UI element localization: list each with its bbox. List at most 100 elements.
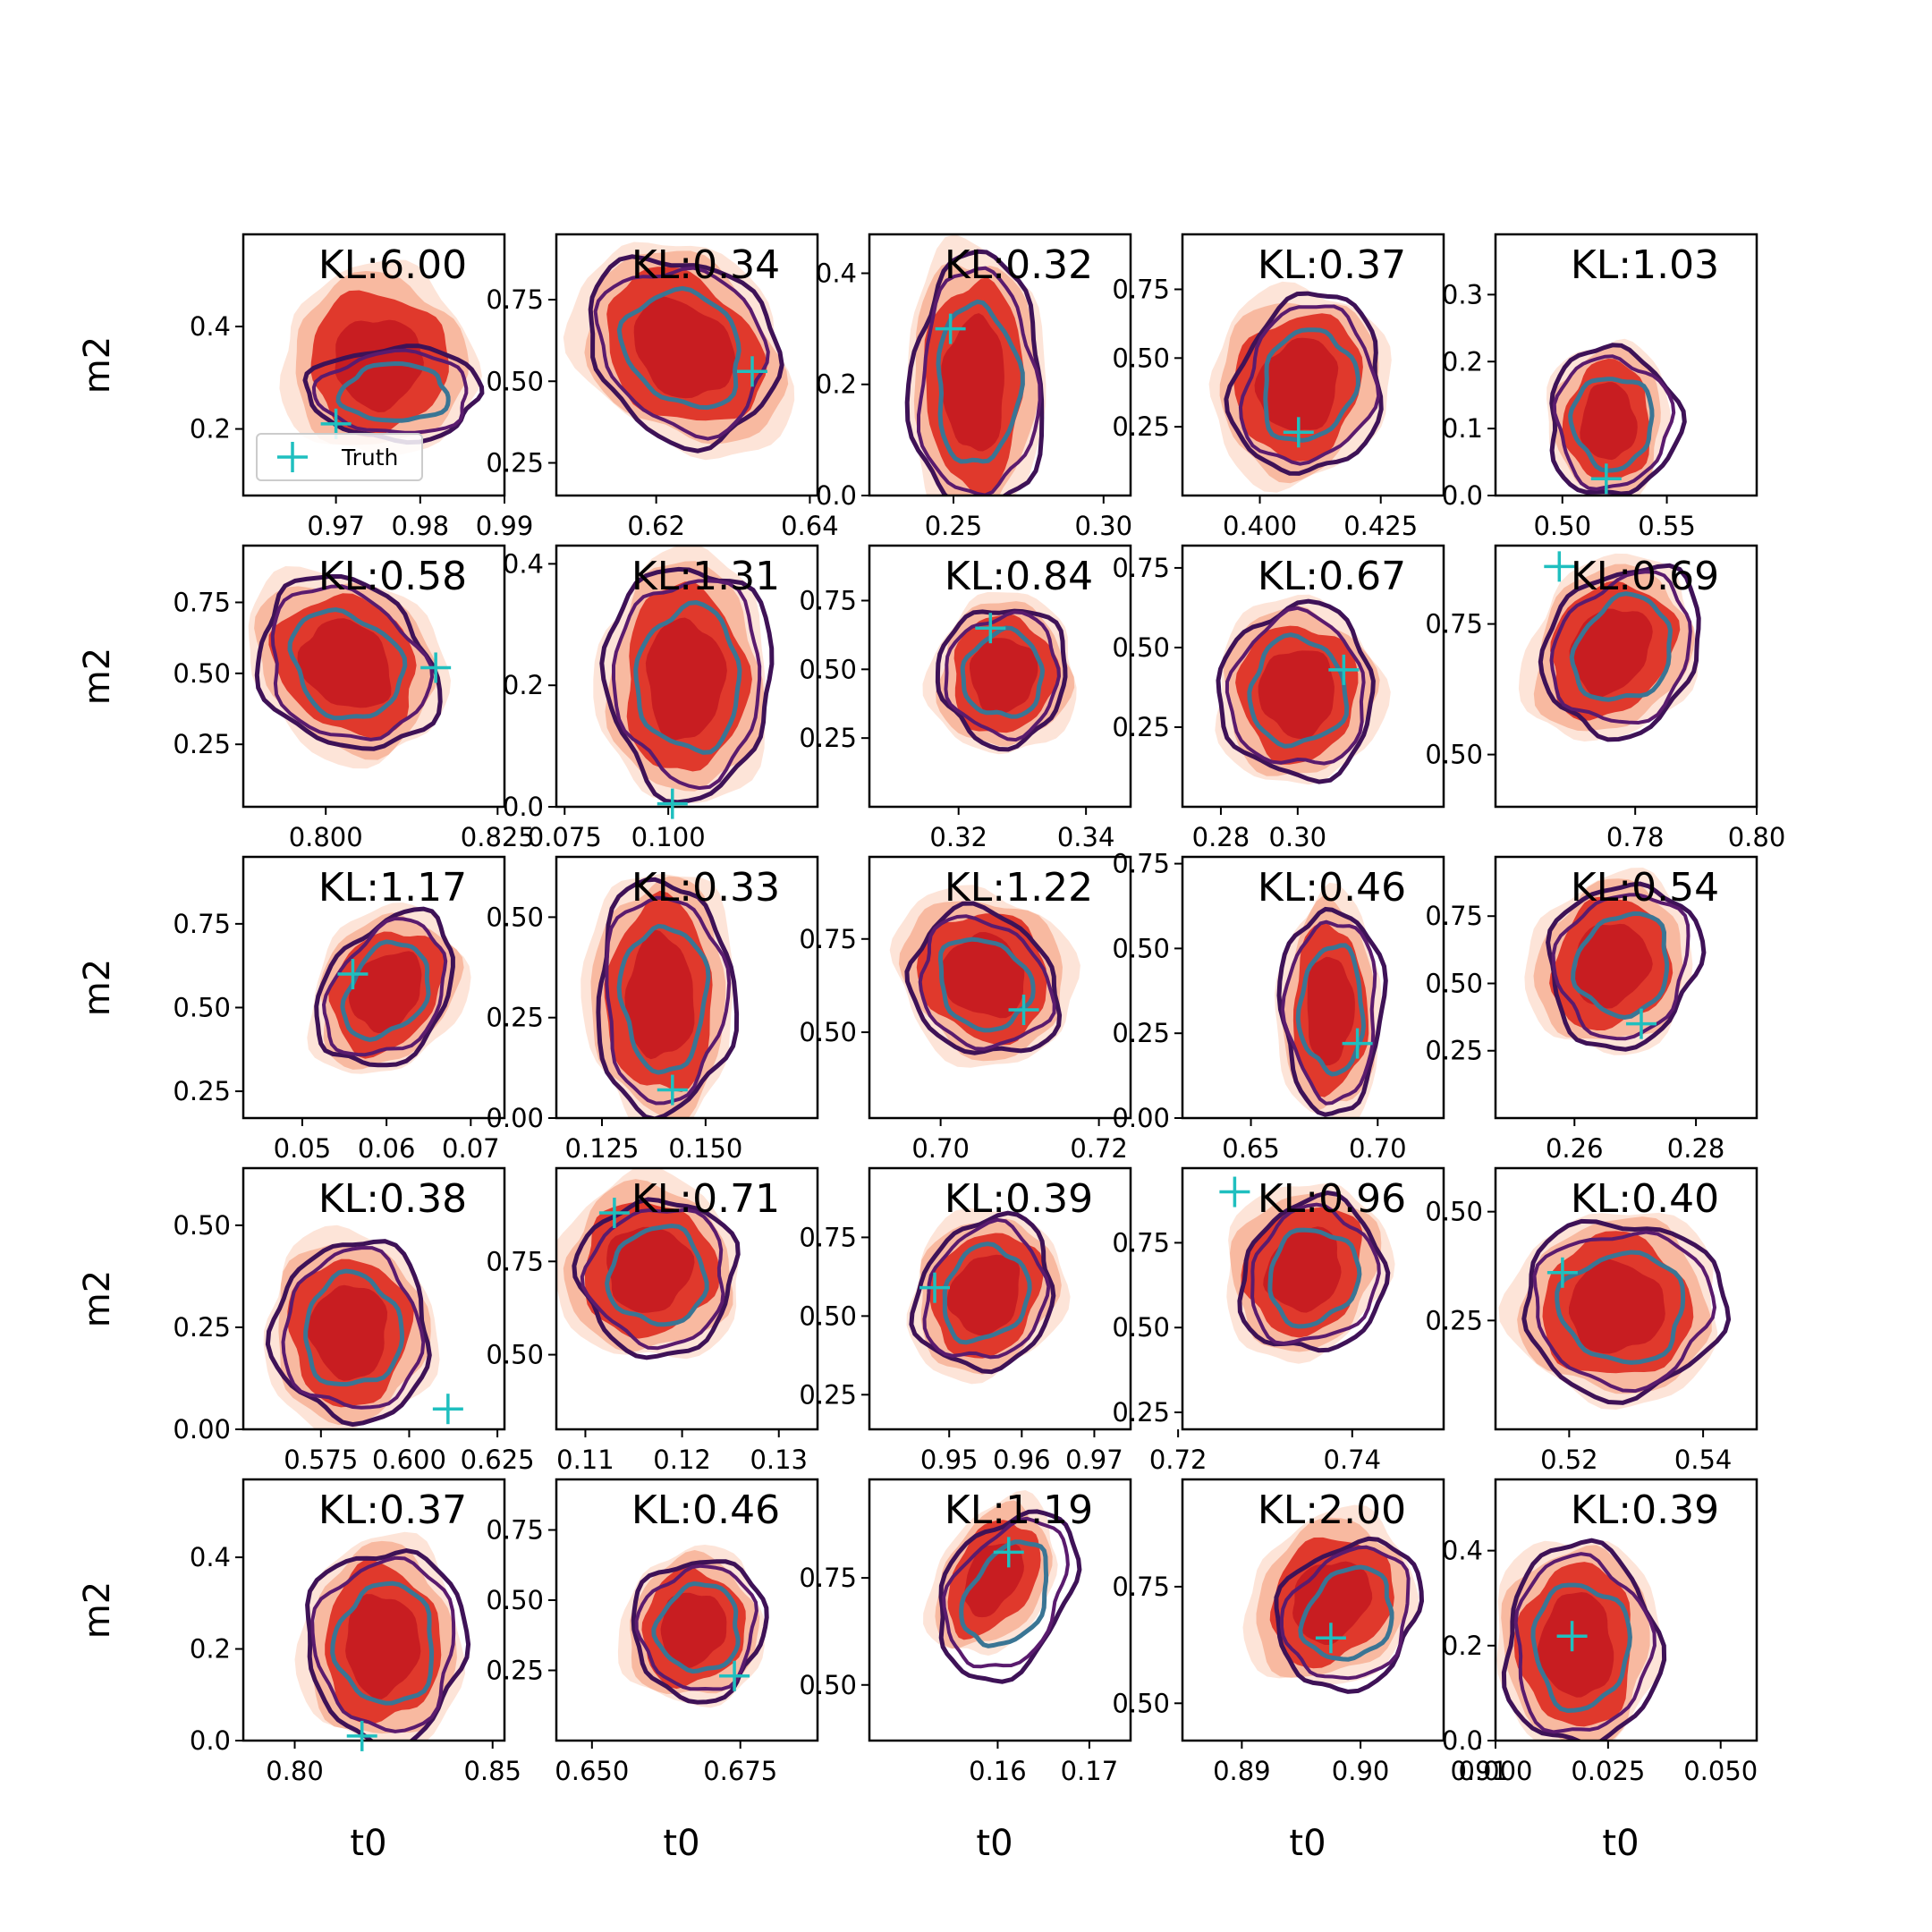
y-tick-label: 0.25: [486, 448, 544, 479]
y-tick-label: 0.50: [173, 1210, 231, 1241]
axes-frame: [242, 855, 506, 1120]
x-tick-label: 0.91: [1451, 1756, 1509, 1786]
kl-label: KL:0.38: [318, 1176, 467, 1222]
y-axis-label: m2: [77, 959, 118, 1016]
y-tick-label: 0.2: [816, 369, 857, 400]
line-contour-outer: [596, 877, 740, 1118]
panel-1-3: 0.28 0.30 0.25 0.50 0.75 KL:0.67: [1112, 544, 1445, 852]
y-tick-label: 0.0: [190, 1725, 231, 1756]
kl-label: KL:1.31: [631, 554, 780, 599]
filled-contour-core: [941, 313, 1004, 452]
line-contour-inner: [1263, 327, 1360, 443]
y-tick-label: 0.25: [1425, 1036, 1483, 1066]
panel-4-1: 0.650 0.675 0.25 0.50 0.75 KL:0.46 t0: [486, 1478, 819, 1864]
y-tick-label: 0.2: [503, 670, 544, 700]
y-tick-label: 0.75: [1425, 609, 1483, 640]
line-contour-mid: [281, 1245, 426, 1410]
y-tick-label: 0.50: [1112, 632, 1170, 663]
panel-2-4: 0.26 0.28 0.25 0.50 0.75 KL:0.54: [1425, 855, 1758, 1164]
kl-label: KL:0.39: [945, 1176, 1093, 1222]
y-tick-label: 0.3: [1442, 279, 1483, 309]
panel-0-1: 0.62 0.64 0.25 0.50 0.75 KL:0.34: [486, 233, 839, 541]
panel-1-0: 0.800 0.825 0.25 0.50 0.75 KL:0.58 m2: [77, 544, 535, 852]
y-tick-label: 0.50: [799, 1301, 857, 1331]
y-tick-label: 0.25: [486, 1656, 544, 1686]
y-tick-label: 0.50: [486, 366, 544, 396]
line-contour-mid: [917, 266, 1042, 496]
kl-label: KL:0.96: [1258, 1176, 1406, 1222]
x-tick-label: 0.075: [528, 822, 602, 852]
density-contours: [563, 242, 795, 461]
legend-label: Truth: [341, 445, 398, 470]
density-contours: [294, 1531, 471, 1741]
kl-label: KL:0.54: [1571, 865, 1719, 911]
filled-contour-core: [1569, 1258, 1665, 1354]
x-tick-label: 0.32: [929, 822, 987, 852]
line-contour-mid: [1250, 1202, 1381, 1346]
line-contour-mid: [311, 348, 469, 435]
line-contour-mid: [1513, 1552, 1657, 1734]
truth-marker: [975, 613, 1006, 644]
line-contour-mid: [922, 1217, 1051, 1360]
y-tick-label: 0.50: [799, 1017, 857, 1047]
x-tick-label: 0.72: [1070, 1133, 1128, 1164]
x-tick-label: 0.70: [1349, 1133, 1407, 1164]
x-tick-label: 0.800: [289, 822, 363, 852]
y-tick-label: 0.25: [1112, 1018, 1170, 1048]
x-tick-label: 0.30: [1269, 822, 1327, 852]
axes-frame: [242, 233, 506, 497]
density-contours: [1498, 1212, 1732, 1410]
y-tick-label: 0.4: [190, 311, 231, 342]
line-contour-inner: [1530, 1582, 1632, 1714]
x-tick-label: 0.28: [1667, 1133, 1725, 1164]
line-contour-mid: [605, 895, 732, 1106]
filled-contour-core: [660, 1592, 727, 1669]
y-tick-label: 0.2: [1442, 346, 1483, 377]
panel-4-3: 0.89 0.90 0.91 0.50 0.75 KL:2.00 t0: [1112, 1478, 1509, 1864]
x-tick-label: 0.650: [555, 1756, 629, 1786]
x-tick-label: 0.11: [556, 1445, 614, 1475]
density-contours: [1226, 1182, 1395, 1364]
y-tick-label: 0.00: [486, 1103, 544, 1133]
y-tick-label: 0.00: [173, 1414, 231, 1445]
y-tick-label: 0.00: [1112, 1103, 1170, 1133]
y-tick-label: 0.0: [816, 480, 857, 511]
axes-frame: [1494, 855, 1758, 1120]
kl-label: KL:0.58: [318, 554, 467, 599]
density-contours: [923, 1490, 1082, 1684]
density-contours: [593, 546, 775, 805]
line-contour-outer: [1538, 563, 1701, 742]
line-contour-outer: [265, 1239, 432, 1428]
axes-frame: [1181, 1166, 1445, 1431]
line-contour-outer: [254, 574, 443, 751]
y-tick-label: 0.25: [173, 729, 231, 759]
line-contour-inner: [937, 936, 1036, 1033]
line-contour-inner: [1571, 911, 1670, 1021]
x-tick-label: 0.17: [1061, 1756, 1119, 1786]
kl-label: KL:0.84: [945, 554, 1093, 599]
line-contour-inner: [1247, 632, 1350, 749]
density-contours: [1518, 553, 1701, 742]
line-contour-mid: [1280, 919, 1377, 1106]
line-contour-inner: [340, 939, 431, 1042]
y-tick-label: 0.25: [1112, 1397, 1170, 1428]
kl-label: KL:0.37: [318, 1487, 467, 1533]
line-contour-mid: [1552, 354, 1676, 491]
line-contour-mid: [580, 1208, 725, 1351]
line-contour-outer: [938, 1509, 1082, 1684]
kl-label: KL:0.69: [1571, 554, 1719, 599]
kl-label: KL:6.00: [318, 242, 467, 288]
truth-marker: [346, 1720, 377, 1751]
line-contour-outer: [935, 608, 1068, 752]
y-tick-label: 0.2: [190, 1634, 231, 1665]
y-tick-label: 0.50: [1112, 1312, 1170, 1343]
y-tick-label: 0.50: [173, 992, 231, 1022]
truth-marker: [719, 1660, 750, 1691]
y-tick-label: 0.75: [486, 1246, 544, 1276]
filled-contour-core: [946, 1254, 1021, 1336]
y-tick-label: 0.50: [1112, 343, 1170, 373]
line-contour-inner: [335, 360, 451, 423]
x-tick-label: 0.125: [564, 1133, 639, 1164]
line-contour-inner: [605, 1223, 709, 1327]
x-tick-label: 0.025: [1571, 1756, 1645, 1786]
